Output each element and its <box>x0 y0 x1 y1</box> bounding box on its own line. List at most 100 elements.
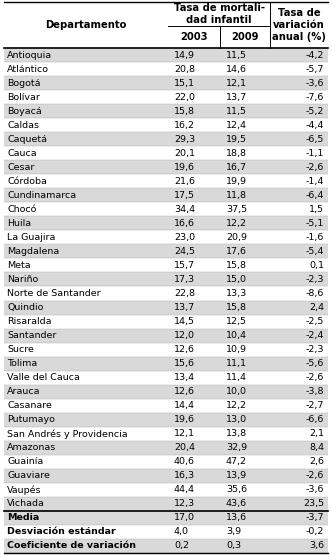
Text: -1,4: -1,4 <box>306 176 324 186</box>
Text: -5,1: -5,1 <box>306 219 324 228</box>
Text: Coeficiente de variación: Coeficiente de variación <box>7 542 136 551</box>
Bar <box>4 146 328 160</box>
Text: 14,9: 14,9 <box>174 51 195 59</box>
Text: 32,9: 32,9 <box>226 443 247 452</box>
Text: 11,1: 11,1 <box>226 359 247 368</box>
Bar <box>4 441 328 455</box>
Text: 0,3: 0,3 <box>226 542 241 551</box>
Bar <box>4 497 328 511</box>
Text: 16,3: 16,3 <box>174 471 195 480</box>
Text: 20,4: 20,4 <box>174 443 195 452</box>
Text: -0,2: -0,2 <box>306 527 324 537</box>
Bar <box>4 342 328 357</box>
Text: 3,9: 3,9 <box>226 527 241 537</box>
Text: 12,6: 12,6 <box>174 387 195 396</box>
Text: 8,4: 8,4 <box>309 443 324 452</box>
Text: -3,7: -3,7 <box>305 513 324 522</box>
Text: 14,5: 14,5 <box>174 317 195 326</box>
Text: 11,4: 11,4 <box>226 373 247 382</box>
Text: 1,5: 1,5 <box>309 205 324 214</box>
Text: 15,8: 15,8 <box>174 107 195 115</box>
Text: -4,4: -4,4 <box>306 120 324 130</box>
Text: 18,8: 18,8 <box>226 149 247 158</box>
Text: Desviación estándar: Desviación estándar <box>7 527 116 537</box>
Text: 20,9: 20,9 <box>226 233 247 242</box>
Text: 10,0: 10,0 <box>226 387 247 396</box>
Text: 13,8: 13,8 <box>226 429 247 438</box>
Text: Bogotá: Bogotá <box>7 79 41 88</box>
Bar <box>4 104 328 118</box>
Bar <box>4 427 328 441</box>
Text: Atlántico: Atlántico <box>7 64 49 74</box>
Text: -2,6: -2,6 <box>306 373 324 382</box>
Text: Chocó: Chocó <box>7 205 37 214</box>
Text: Casanare: Casanare <box>7 401 52 410</box>
Text: 10,9: 10,9 <box>226 345 247 354</box>
Text: Vichada: Vichada <box>7 500 45 508</box>
Text: Caldas: Caldas <box>7 120 39 130</box>
Text: 2,6: 2,6 <box>309 457 324 466</box>
Bar <box>4 469 328 483</box>
Text: 12,2: 12,2 <box>226 219 247 228</box>
Text: 13,6: 13,6 <box>226 513 247 522</box>
Text: 22,8: 22,8 <box>174 289 195 298</box>
Text: 20,8: 20,8 <box>174 64 195 74</box>
Text: 15,1: 15,1 <box>174 79 195 88</box>
Text: La Guajira: La Guajira <box>7 233 55 242</box>
Text: -8,6: -8,6 <box>306 289 324 298</box>
Text: -2,5: -2,5 <box>306 317 324 326</box>
Text: 13,4: 13,4 <box>174 373 195 382</box>
Text: 12,3: 12,3 <box>174 500 195 508</box>
Text: -2,6: -2,6 <box>306 471 324 480</box>
Text: 14,6: 14,6 <box>226 64 247 74</box>
Text: 35,6: 35,6 <box>226 486 247 495</box>
Text: Sucre: Sucre <box>7 345 34 354</box>
Text: 15,6: 15,6 <box>174 359 195 368</box>
Bar <box>4 118 328 132</box>
Bar <box>4 398 328 413</box>
Text: Santander: Santander <box>7 331 56 340</box>
Text: 44,4: 44,4 <box>174 486 195 495</box>
Text: 11,8: 11,8 <box>226 191 247 200</box>
Text: 16,7: 16,7 <box>226 163 247 171</box>
Text: 22,0: 22,0 <box>174 93 195 102</box>
Text: Caquetá: Caquetá <box>7 135 47 144</box>
Text: 21,6: 21,6 <box>174 176 195 186</box>
Bar <box>4 230 328 244</box>
Text: 20,1: 20,1 <box>174 149 195 158</box>
Bar <box>4 62 328 76</box>
Text: -4,2: -4,2 <box>306 51 324 59</box>
Bar <box>4 525 328 539</box>
Text: 0,2: 0,2 <box>174 542 189 551</box>
Text: Quindio: Quindio <box>7 303 43 312</box>
Text: Amazonas: Amazonas <box>7 443 56 452</box>
Text: 15,7: 15,7 <box>174 261 195 270</box>
Text: Magdalena: Magdalena <box>7 247 59 256</box>
Text: Valle del Cauca: Valle del Cauca <box>7 373 80 382</box>
Bar <box>4 160 328 174</box>
Text: Tasa de
variación
anual (%): Tasa de variación anual (%) <box>272 8 326 42</box>
Text: 13,3: 13,3 <box>226 289 247 298</box>
Text: Vaupés: Vaupés <box>7 485 42 495</box>
Text: -3,6: -3,6 <box>305 486 324 495</box>
Text: Media: Media <box>7 513 39 522</box>
Text: 19,5: 19,5 <box>226 135 247 144</box>
Text: Huila: Huila <box>7 219 31 228</box>
Text: -2,3: -2,3 <box>305 345 324 354</box>
Bar <box>4 511 328 525</box>
Text: Cauca: Cauca <box>7 149 37 158</box>
Text: 37,5: 37,5 <box>226 205 247 214</box>
Text: 19,6: 19,6 <box>174 163 195 171</box>
Bar <box>4 174 328 188</box>
Text: 17,6: 17,6 <box>226 247 247 256</box>
Text: 3,6: 3,6 <box>309 542 324 551</box>
Text: 13,7: 13,7 <box>226 93 247 102</box>
Text: -5,6: -5,6 <box>306 359 324 368</box>
Text: Tolima: Tolima <box>7 359 37 368</box>
Text: 17,3: 17,3 <box>174 275 195 284</box>
Text: 15,0: 15,0 <box>226 275 247 284</box>
Bar <box>4 203 328 216</box>
Text: Bolívar: Bolívar <box>7 93 40 102</box>
Text: 23,5: 23,5 <box>303 500 324 508</box>
Text: 16,6: 16,6 <box>174 219 195 228</box>
